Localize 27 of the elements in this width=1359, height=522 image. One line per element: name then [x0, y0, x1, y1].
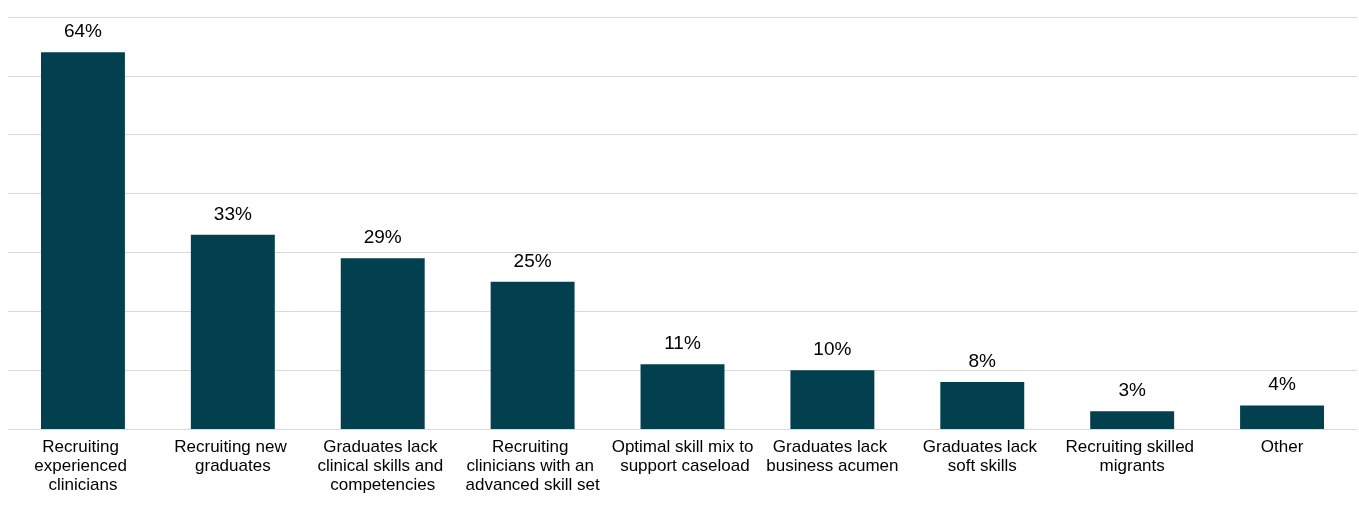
x-tick-label: Optimal skill mix to support caseload: [611, 437, 754, 475]
bar: [490, 281, 575, 429]
x-tick-label: Recruiting new graduates: [174, 437, 292, 475]
data-label: 64%: [63, 20, 103, 42]
bar: [790, 370, 875, 429]
bar: [940, 381, 1025, 429]
x-tick-label: Recruiting clinicians with an advanced skill set: [465, 437, 600, 494]
data-label: 3%: [1118, 379, 1146, 401]
x-tick-label: Recruiting experienced clinicians: [34, 437, 132, 494]
data-label: 10%: [813, 338, 852, 360]
bar: [1240, 405, 1325, 429]
data-label: 8%: [968, 349, 997, 371]
bar: [340, 258, 425, 429]
bar: [640, 364, 725, 429]
x-tick-label: Other: [1260, 437, 1304, 456]
data-label: 33%: [213, 202, 252, 224]
bar: [190, 234, 275, 429]
data-label: 11%: [664, 332, 701, 354]
data-label: 4%: [1268, 373, 1296, 395]
x-tick-label: Graduates lack clinical skills and competencies: [317, 437, 448, 494]
bar: [1090, 411, 1175, 429]
x-tick-label: Graduates lack soft skills: [922, 437, 1042, 475]
data-label: 29%: [363, 226, 402, 248]
x-tick-label: Graduates lack business acumen: [766, 437, 899, 475]
data-label: 25%: [513, 249, 552, 271]
bar: [40, 52, 125, 429]
x-tick-label: Recruiting skilled migrants: [1065, 437, 1199, 475]
